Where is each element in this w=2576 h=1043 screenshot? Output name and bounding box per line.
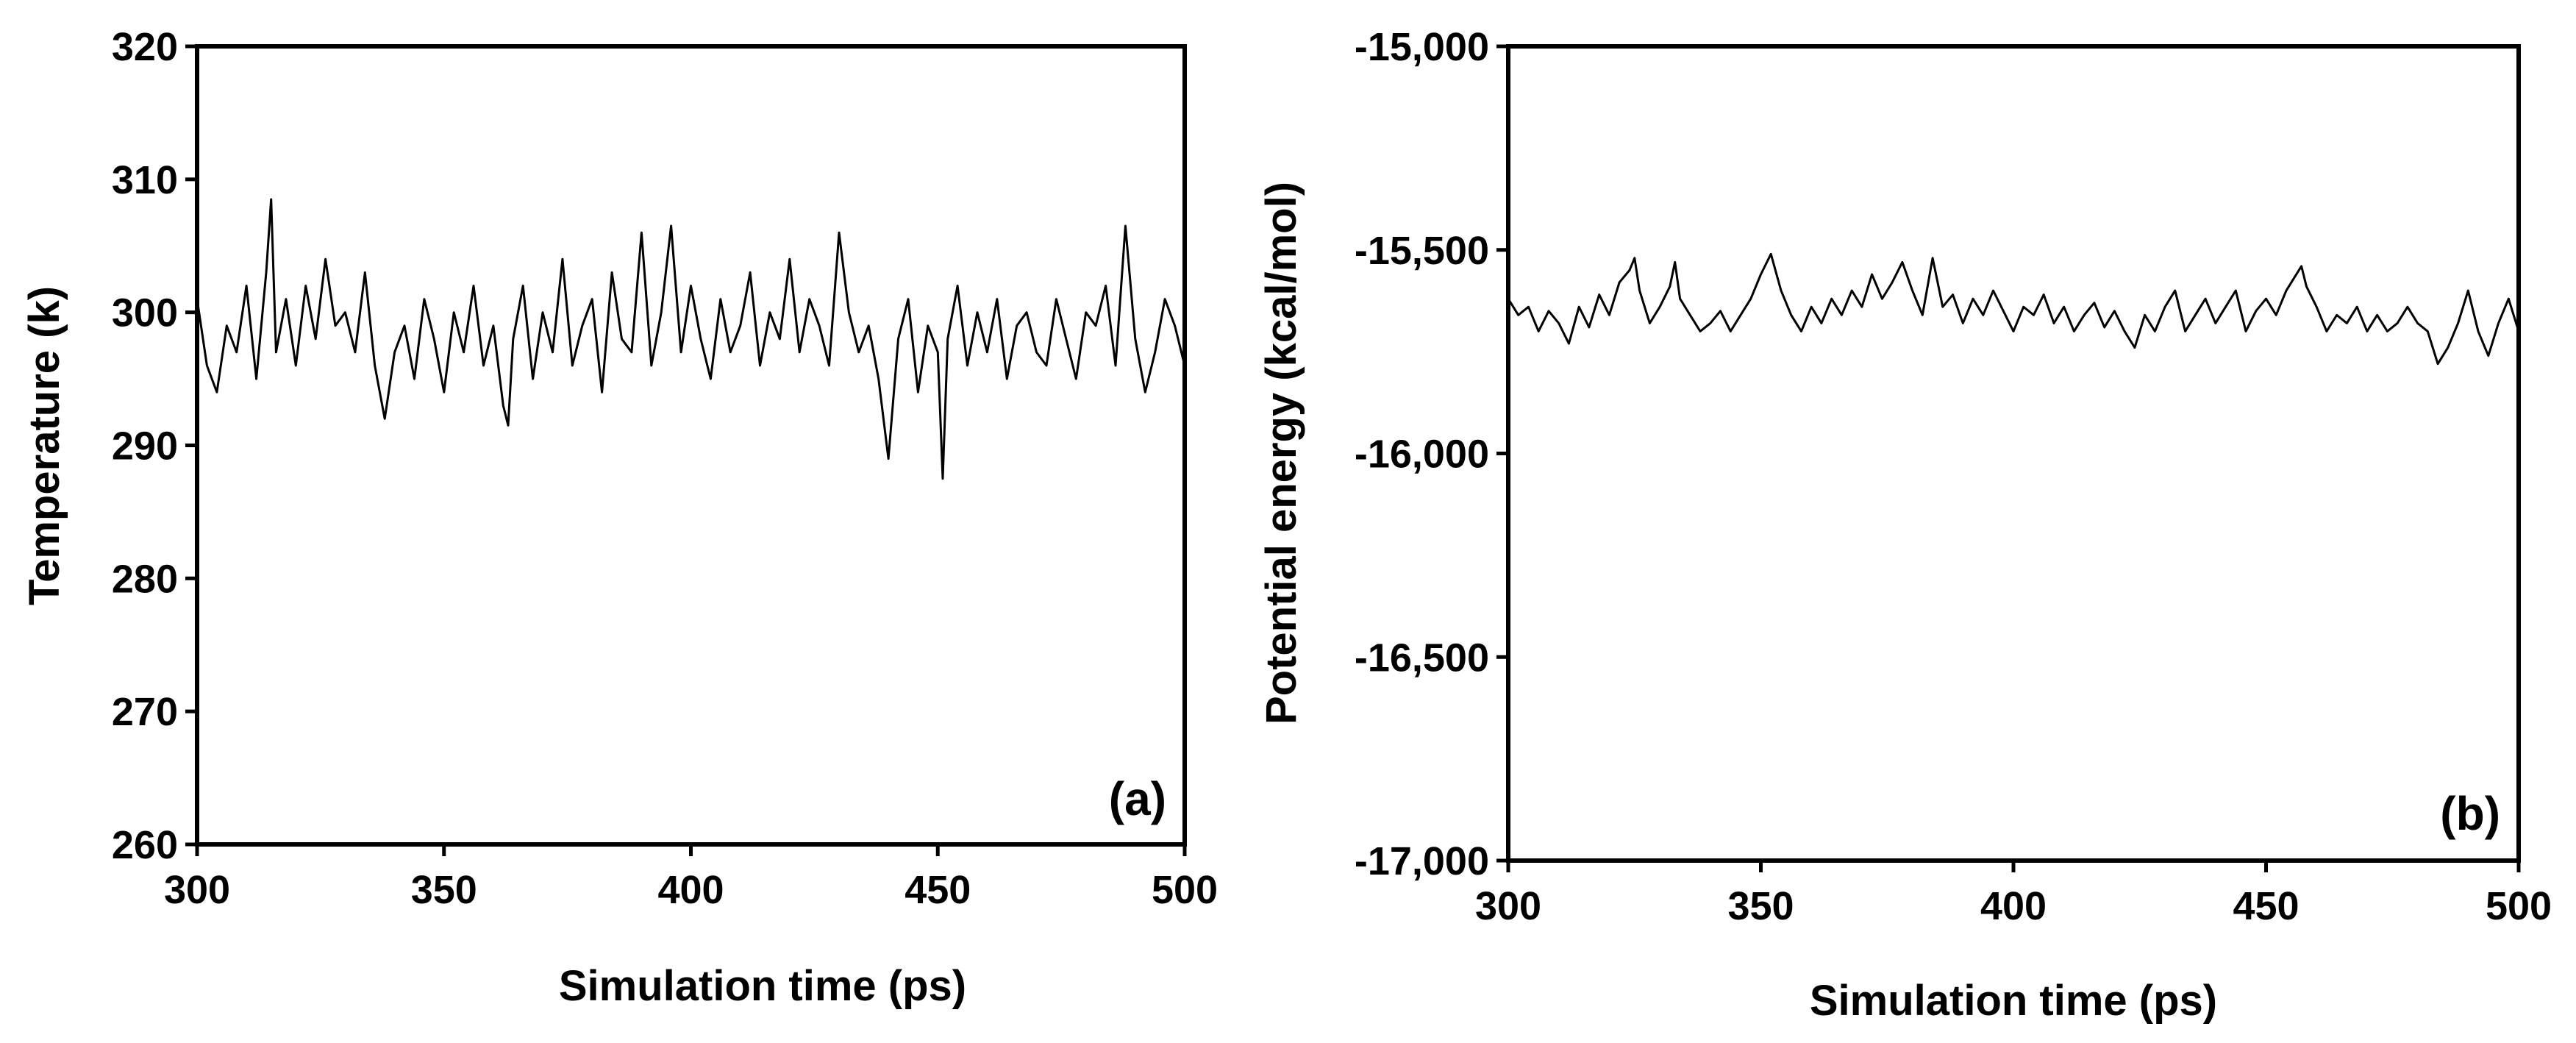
x-tick-label: 400 xyxy=(1980,884,2047,928)
plot-frame xyxy=(1506,44,2521,863)
y-tick-label: -15,500 xyxy=(1355,229,1489,273)
y-tick-label: -15,000 xyxy=(1355,25,1489,69)
x-axis-label: Simulation time (ps) xyxy=(1810,977,2217,1025)
x-tick-label: 450 xyxy=(905,868,971,912)
y-ticks: -17,000 -16,500 -16,000 -15,500 -15,000 xyxy=(1355,25,1508,883)
x-tick-label: 300 xyxy=(1475,884,1541,928)
y-tick-label: -16,000 xyxy=(1355,432,1489,477)
x-tick-label: 400 xyxy=(657,868,724,912)
y-tick-label: 290 xyxy=(112,424,178,469)
y-tick-label: -17,000 xyxy=(1355,839,1489,883)
x-tick-label: 350 xyxy=(1727,884,1794,928)
potential-energy-series-line xyxy=(1507,252,2520,366)
x-ticks: 300 350 400 450 500 xyxy=(1475,861,2552,928)
panel-a-temperature: 260 270 280 290 300 310 320 300 350 400 450 500 Si… xyxy=(21,25,1218,1010)
temperature-series-line xyxy=(196,198,1186,480)
y-tick-label: 260 xyxy=(112,823,178,867)
y-axis-label: Temperature (k) xyxy=(21,286,68,605)
plot-frame xyxy=(195,44,1187,847)
x-tick-label: 450 xyxy=(2233,884,2299,928)
y-tick-label: 310 xyxy=(112,158,178,202)
x-ticks: 300 350 400 450 500 xyxy=(164,844,1218,912)
y-axis-label: Potential energy (kcal/mol) xyxy=(1257,182,1305,725)
panel-label: (b) xyxy=(2440,787,2500,840)
y-tick-label: -16,500 xyxy=(1355,636,1489,680)
y-tick-label: 280 xyxy=(112,557,178,601)
panel-label: (a) xyxy=(1109,772,1166,825)
x-tick-label: 500 xyxy=(2486,884,2552,928)
panel-b-potential-energy: -17,000-16,500-16,000-15,500-15,000 300 3… xyxy=(1257,25,2552,1025)
x-tick-label: 300 xyxy=(164,868,230,912)
x-tick-label: 500 xyxy=(1152,868,1218,912)
x-tick-label: 350 xyxy=(411,868,477,912)
y-tick-label: 270 xyxy=(112,690,178,734)
x-axis-label: Simulation time (ps) xyxy=(559,962,966,1010)
y-tick-label: 300 xyxy=(112,291,178,335)
y-tick-label: 320 xyxy=(112,25,178,69)
y-ticks: 260 270 280 290 300 310 320 xyxy=(112,25,197,867)
